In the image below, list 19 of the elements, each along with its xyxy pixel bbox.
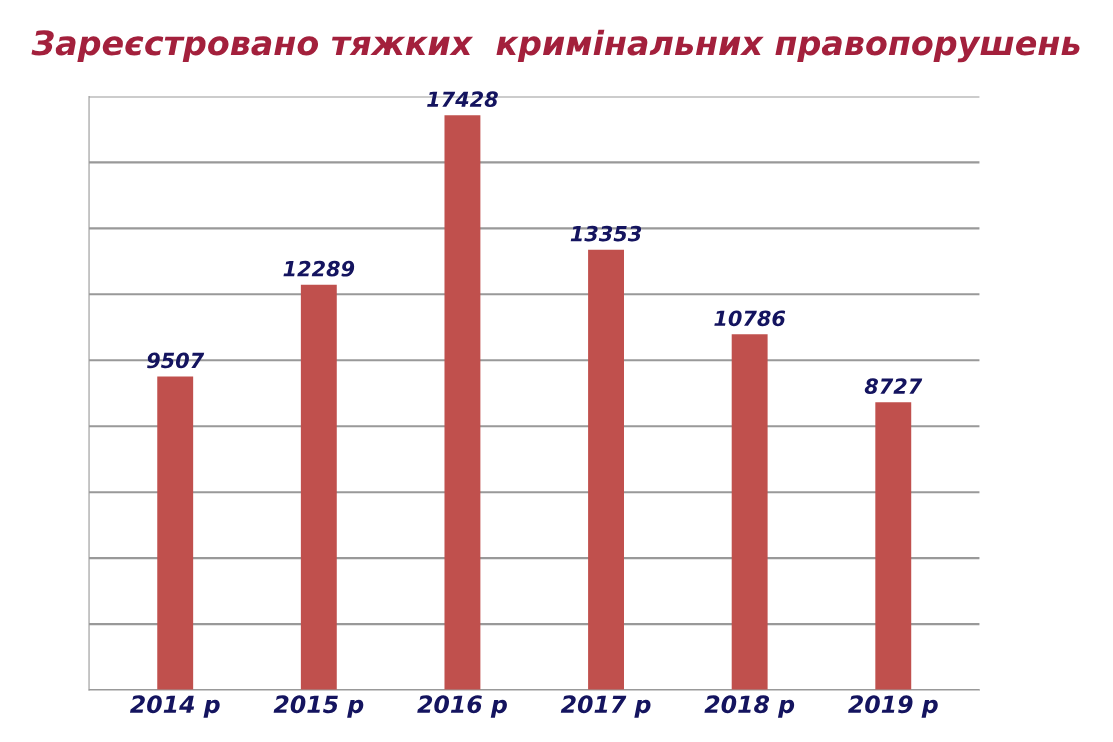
data-label: 12289 xyxy=(283,260,355,277)
x-tick-label: 2017 р xyxy=(560,695,651,718)
chart-title: Зареєстровано тяжких кримінальних правопорушень xyxy=(31,29,1080,63)
bar xyxy=(444,115,481,691)
bar xyxy=(731,334,768,691)
data-label: 10786 xyxy=(714,310,786,327)
x-tick-label: 2014 р xyxy=(129,695,220,718)
data-label: 13353 xyxy=(570,225,642,242)
x-tick-label: 2018 р xyxy=(704,695,795,718)
x-tick-label: 2019 р xyxy=(848,695,938,718)
x-tick-label: 2016 р xyxy=(417,695,507,718)
bar xyxy=(300,284,337,691)
bar xyxy=(588,249,624,691)
bar xyxy=(875,402,912,691)
bar xyxy=(157,376,194,691)
x-tick-label: 2015 р xyxy=(273,695,364,718)
data-label: 8727 xyxy=(864,378,923,395)
data-label: 9507 xyxy=(147,352,205,369)
data-label: 17428 xyxy=(427,91,498,108)
